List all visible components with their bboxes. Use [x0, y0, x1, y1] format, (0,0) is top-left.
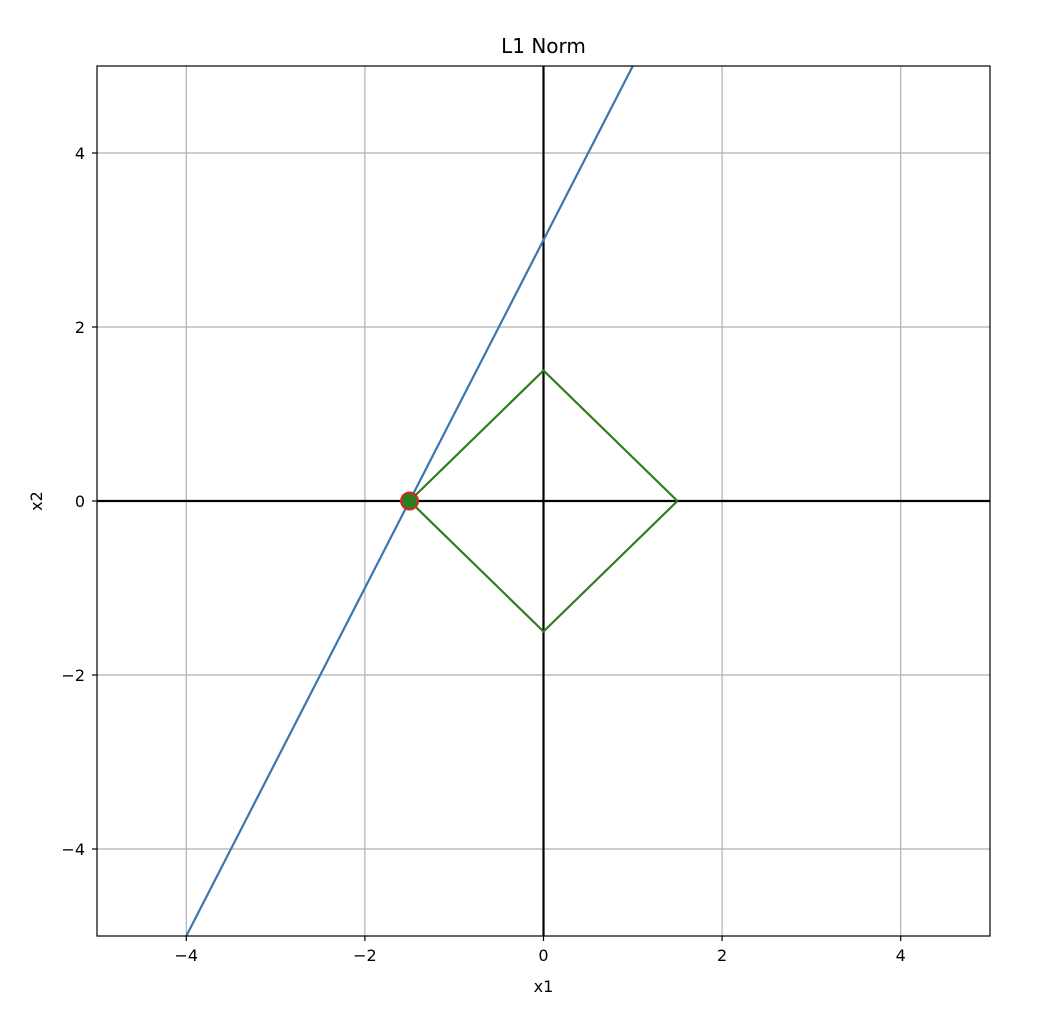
x-tick-label: 2: [717, 946, 727, 965]
y-tick-label: 4: [75, 144, 85, 163]
x-axis-title: x1: [534, 977, 554, 996]
solution-point: [400, 491, 420, 511]
x-tick-label: −2: [353, 946, 377, 965]
reference-lines: [97, 66, 990, 936]
x-tick-label: 0: [538, 946, 548, 965]
tick-layer: −4 −2 0 2 4 −4 −2 0 2 4: [61, 144, 905, 965]
y-axis-title: x2: [27, 491, 46, 511]
series-layer: [185, 66, 679, 936]
chart-title: L1 Norm: [501, 34, 586, 58]
y-tick-label: 0: [75, 492, 85, 511]
y-tick-label: 2: [75, 318, 85, 337]
x-tick-label: 4: [896, 946, 906, 965]
y-tick-label: −2: [61, 666, 85, 685]
y-tick-label: −4: [61, 840, 85, 859]
x-tick-label: −4: [175, 946, 199, 965]
